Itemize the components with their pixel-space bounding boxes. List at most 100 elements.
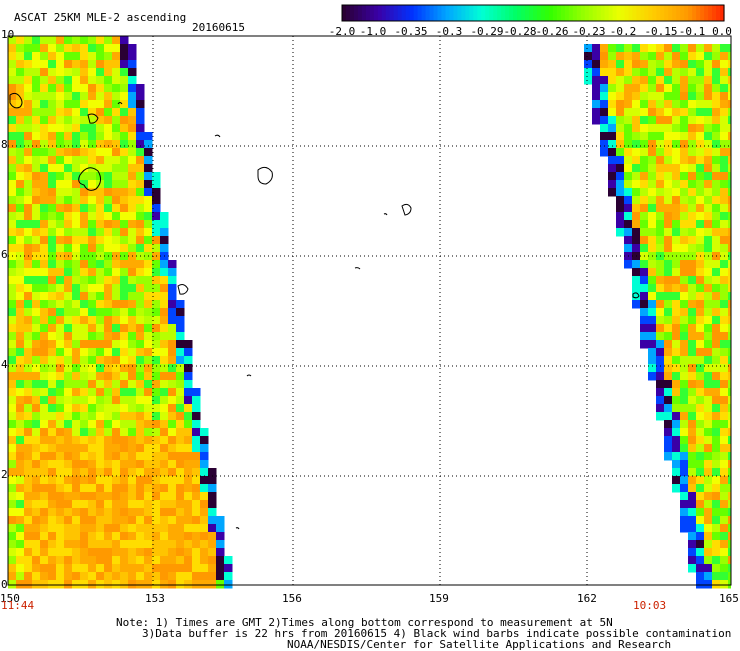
swath-cell — [592, 76, 601, 85]
swath-cell — [728, 60, 731, 69]
swath-cell — [208, 508, 217, 517]
colorbar-swatch — [712, 5, 717, 21]
swath-cell — [720, 60, 729, 69]
swath-cell — [688, 260, 697, 269]
swath-cell — [624, 260, 633, 269]
swath-cell — [704, 172, 713, 181]
swath-cell — [728, 500, 731, 509]
swath-cell — [176, 452, 185, 461]
swath-cell — [64, 580, 73, 589]
swath-cell — [64, 436, 73, 445]
swath-cell — [64, 52, 73, 61]
swath-cell — [608, 76, 617, 85]
swath-cell — [32, 52, 41, 61]
swath-cell — [680, 436, 689, 445]
swath-cell — [648, 308, 657, 317]
swath-cell — [728, 276, 731, 285]
colorbar-swatch — [357, 5, 363, 21]
swath-cell — [72, 348, 81, 357]
swath-cell — [656, 92, 665, 101]
swath-cell — [80, 388, 89, 397]
swath-cell — [16, 164, 25, 173]
swath-cell — [40, 76, 49, 85]
swath-cell — [8, 228, 17, 237]
swath-cell — [120, 84, 129, 93]
swath-cell — [704, 164, 713, 173]
swath-cell — [696, 76, 705, 85]
swath-cell — [48, 196, 57, 205]
swath-cell — [128, 484, 137, 493]
swath-cell — [48, 532, 57, 541]
swath-cell — [72, 388, 81, 397]
swath-cell — [192, 444, 201, 453]
swath-cell — [672, 244, 681, 253]
swath-cell — [672, 140, 681, 149]
swath-cell — [672, 348, 681, 357]
swath-cell — [8, 196, 17, 205]
swath-cell — [72, 436, 81, 445]
swath-cell — [64, 452, 73, 461]
swath-cell — [680, 452, 689, 461]
swath-cell — [88, 356, 97, 365]
swath-cell — [112, 60, 121, 69]
swath-cell — [24, 460, 33, 469]
swath-cell — [104, 388, 113, 397]
swath-cell — [720, 92, 729, 101]
swath-cell — [144, 308, 153, 317]
swath-cell — [16, 524, 25, 533]
swath-cell — [16, 100, 25, 109]
swath-cell — [152, 300, 161, 309]
swath-cell — [24, 380, 33, 389]
swath-cell — [32, 412, 41, 421]
swath-cell — [72, 52, 81, 61]
swath-cell — [720, 260, 729, 269]
swath-cell — [624, 132, 633, 141]
swath-cell — [136, 396, 145, 405]
swath-cell — [120, 404, 129, 413]
swath-cell — [48, 508, 57, 517]
swath-cell — [192, 436, 201, 445]
swath-cell — [608, 188, 617, 197]
swath-cell — [120, 484, 129, 493]
swath-cell — [184, 532, 193, 541]
swath-cell — [128, 412, 137, 421]
swath-cell — [64, 356, 73, 365]
swath-cell — [648, 372, 657, 381]
swath-cell — [8, 76, 17, 85]
swath-cell — [160, 276, 169, 285]
swath-cell — [136, 172, 145, 181]
swath-cell — [192, 404, 201, 413]
swath-cell — [72, 380, 81, 389]
swath-cell — [680, 412, 689, 421]
swath-cell — [104, 580, 113, 589]
swath-cell — [712, 92, 721, 101]
swath-cell — [152, 564, 161, 573]
colorbar-swatch — [469, 5, 474, 21]
swath-cell — [128, 404, 137, 413]
swath-cell — [144, 276, 153, 285]
swath-cell — [112, 140, 121, 149]
swath-cell — [704, 52, 713, 61]
swath-cell — [720, 156, 729, 165]
swath-cell — [8, 268, 17, 277]
swath-cell — [688, 548, 697, 557]
swath-cell — [96, 500, 105, 509]
swath-cell — [56, 220, 65, 229]
swath-cell — [160, 236, 169, 245]
swath-cell — [96, 580, 105, 589]
swath-cell — [632, 244, 641, 253]
swath-cell — [120, 316, 129, 325]
swath-cell — [24, 348, 33, 357]
swath-cell — [64, 548, 73, 557]
swath-cell — [664, 204, 673, 213]
swath-cell — [184, 564, 193, 573]
swath-cell — [48, 140, 57, 149]
swath-cell — [112, 300, 121, 309]
swath-cell — [672, 396, 681, 405]
swath-cell — [40, 516, 49, 525]
swath-cell — [152, 388, 161, 397]
swath-cell — [136, 508, 145, 517]
swath-cell — [40, 460, 49, 469]
swath-cell — [168, 468, 177, 477]
swath-cell — [664, 180, 673, 189]
